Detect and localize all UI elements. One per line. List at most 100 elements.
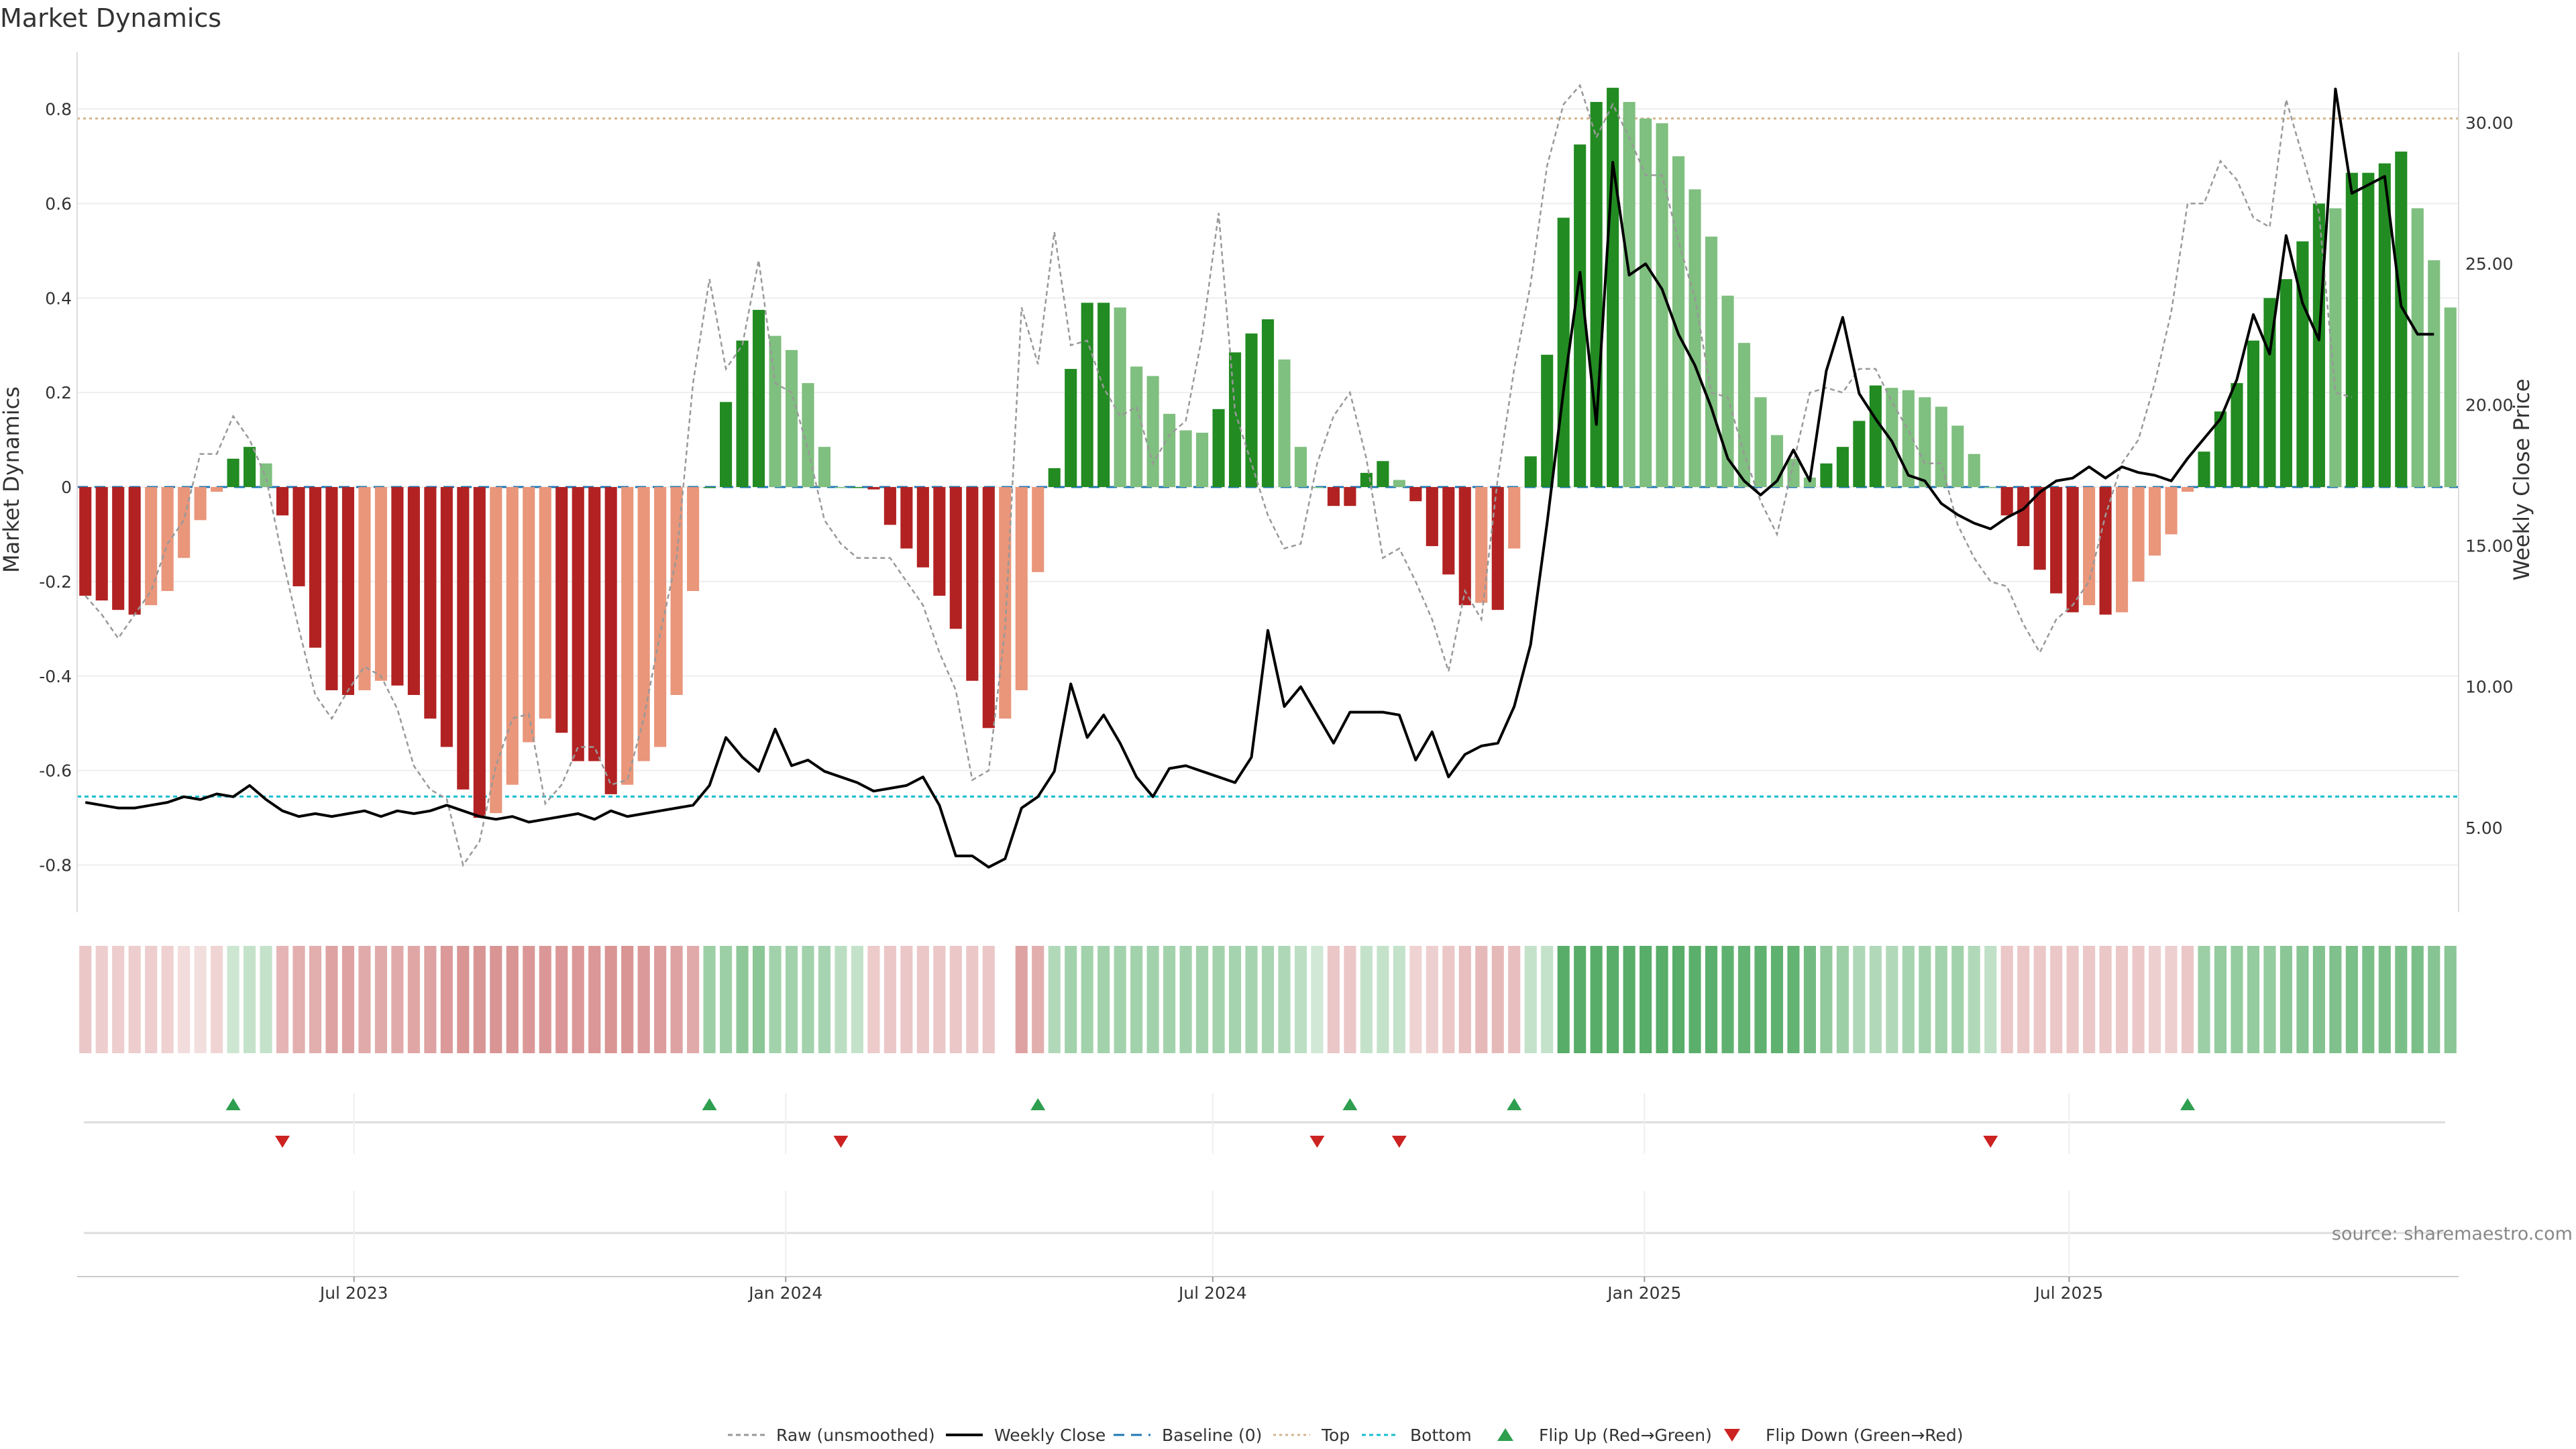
dynamics-bar	[227, 458, 239, 488]
y-tick-label: -0.6	[39, 761, 72, 781]
strength-cell	[2017, 946, 2030, 1053]
strength-cell	[1377, 946, 1389, 1053]
dynamics-bar	[194, 487, 207, 521]
dynamics-bar	[1623, 101, 1635, 488]
dynamics-bar	[2329, 208, 2342, 488]
flip-up-marker	[702, 1098, 717, 1110]
dynamics-bar	[1228, 352, 1242, 488]
strength-cell	[1015, 946, 1028, 1053]
strength-cell	[358, 946, 371, 1053]
strength-cell	[1640, 946, 1652, 1053]
dynamics-bar	[424, 487, 437, 719]
strength-cell	[1278, 946, 1291, 1053]
strength-cell	[851, 946, 863, 1053]
strength-cell	[2428, 946, 2440, 1053]
flip-markers	[77, 1093, 2459, 1277]
dynamics-bar	[604, 487, 617, 794]
strength-cell	[424, 946, 437, 1053]
strength-cell	[1360, 946, 1373, 1053]
dynamics-bar	[473, 487, 486, 818]
strength-cell	[621, 946, 634, 1053]
dynamics-bar	[2198, 451, 2210, 488]
strength-cell	[1491, 946, 1504, 1053]
dynamics-bar	[1984, 487, 1997, 488]
dynamics-bar	[2296, 241, 2309, 488]
dynamics-bar	[1754, 397, 1767, 488]
strength-cell	[1770, 946, 1784, 1053]
dynamics-bar	[2017, 487, 2030, 547]
dynamics-bar	[1737, 343, 1751, 488]
strength-cell	[1097, 946, 1110, 1053]
strength-cell	[1935, 946, 1947, 1053]
strength-cell	[1179, 946, 1192, 1053]
strength-cell	[2165, 946, 2178, 1053]
dynamics-bar	[276, 487, 289, 516]
strength-cell	[374, 946, 387, 1053]
dynamics-bar	[670, 487, 683, 695]
dynamics-bar	[1081, 303, 1093, 488]
dynamics-bar	[244, 447, 256, 488]
dynamics-bar	[145, 487, 158, 606]
x-tick-label: Jul 2025	[2034, 1283, 2104, 1303]
dynamics-bar	[851, 487, 863, 488]
strength-cell	[1426, 946, 1438, 1053]
dynamics-bar	[1179, 430, 1192, 488]
dynamics-bar	[572, 487, 584, 761]
flip-up-marker	[1507, 1098, 1522, 1110]
legend-label: Flip Up (Red→Green)	[1539, 1426, 1712, 1445]
y-tick-label: 0.8	[45, 100, 72, 119]
dynamics-bar	[1114, 307, 1126, 488]
strength-cell	[2378, 946, 2391, 1053]
strength-cell	[2198, 946, 2210, 1053]
strength-cell	[1919, 946, 1931, 1053]
dynamics-bar	[588, 487, 601, 761]
strength-cell	[1458, 946, 1471, 1053]
strength-cell	[1754, 946, 1767, 1053]
y-tick-label: -0.8	[39, 856, 72, 875]
dynamics-bar	[1458, 487, 1471, 606]
dynamics-bar	[1048, 468, 1061, 488]
dynamics-bar	[2050, 487, 2063, 594]
dynamics-bar	[178, 487, 191, 558]
flip-down-marker	[833, 1136, 849, 1148]
strength-cell	[341, 946, 355, 1053]
dynamics-bar	[2312, 203, 2325, 488]
strength-cell	[161, 946, 174, 1053]
strength-cell	[1114, 946, 1126, 1053]
strength-cell	[1393, 946, 1405, 1053]
strength-cell	[1820, 946, 1833, 1053]
y2-tick-label: 5.00	[2465, 818, 2503, 838]
y2-tick-label: 10.00	[2465, 678, 2514, 697]
strength-cell	[523, 946, 535, 1053]
strength-cell	[1590, 946, 1603, 1053]
strength-cell	[900, 946, 913, 1053]
strength-cell	[2296, 946, 2309, 1053]
dynamics-bar	[1951, 425, 1964, 488]
strength-cell	[703, 946, 716, 1053]
strength-cell	[2395, 946, 2408, 1053]
strength-cell	[2411, 946, 2424, 1053]
legend-flip-down-marker	[1724, 1429, 1740, 1442]
dynamics-bar	[407, 487, 420, 695]
strength-cell	[1541, 946, 1554, 1053]
dynamics-bar	[2345, 172, 2358, 488]
dynamics-bar	[1146, 376, 1159, 488]
dynamics-bar	[966, 487, 979, 681]
dynamics-bar	[161, 487, 174, 592]
dynamics-bar	[2116, 487, 2129, 612]
dynamics-bar	[1032, 487, 1044, 572]
dynamics-bar	[341, 487, 355, 695]
dynamics-bar	[999, 487, 1012, 719]
strength-cell	[1623, 946, 1635, 1053]
dynamics-bar	[1590, 101, 1603, 488]
strength-cell	[752, 946, 765, 1053]
strength-cell	[1574, 946, 1587, 1053]
dynamics-bar	[1344, 487, 1356, 506]
dynamics-bar	[2362, 172, 2375, 488]
strength-cell	[1508, 946, 1521, 1053]
y-tick-label: 0.6	[45, 194, 72, 213]
dynamics-bar	[1426, 487, 1438, 547]
strength-cell	[1672, 946, 1685, 1053]
flip-down-marker	[1391, 1136, 1407, 1148]
x-axis-ticks: Jul 2023 Jan 2024 Jul 2024 Jan 2025 Jul 2025	[319, 1277, 2103, 1303]
